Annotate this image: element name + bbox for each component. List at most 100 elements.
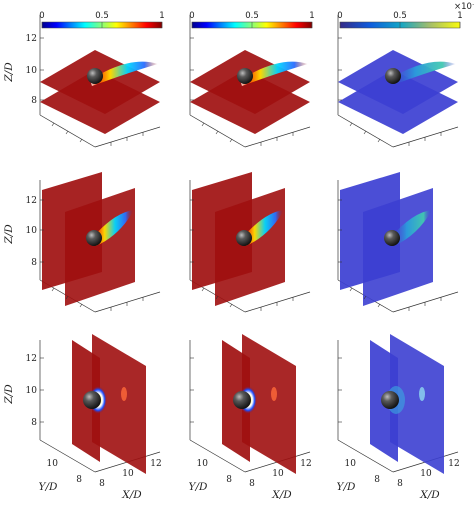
wake-contour xyxy=(242,210,284,246)
wake-contour xyxy=(390,210,432,246)
panel-r1-c3 xyxy=(337,15,459,148)
floor-tick-mark xyxy=(363,130,367,135)
wake-contour xyxy=(240,61,308,86)
colorbar-3: 0 0.5 1×10⁻⁴ xyxy=(337,2,474,29)
z-tick-label: 12 xyxy=(26,354,37,364)
y-tick-label: 10 xyxy=(47,459,59,469)
z-tick-label: 8 xyxy=(31,96,37,106)
sphere xyxy=(237,68,253,84)
vertical-plane-front xyxy=(92,334,146,474)
x-tick-label: 10 xyxy=(122,469,134,479)
y-axis-label: Y/D xyxy=(337,481,356,493)
floor-tick-mark xyxy=(201,122,205,127)
wake-contour xyxy=(90,61,158,86)
z-tick-label: 8 xyxy=(31,258,37,268)
x-axis-line xyxy=(392,126,459,148)
colorbar-tick-label: 0 xyxy=(189,11,194,21)
wake-contour xyxy=(92,210,134,246)
colorbar-tick-label: 1 xyxy=(309,11,314,21)
x-axis-line xyxy=(244,291,311,313)
y-tick-label: 8 xyxy=(76,475,82,485)
floor-tick-mark xyxy=(215,295,219,300)
section-contour-far xyxy=(121,387,127,401)
panel-r1-c2 xyxy=(189,15,311,148)
floor-tick-mark xyxy=(349,122,353,127)
floor-tick-mark xyxy=(377,138,381,143)
floor-tick-mark xyxy=(51,122,55,127)
floor-tick-mark xyxy=(229,303,233,308)
x-tick-label: 8 xyxy=(397,479,403,489)
x-tick-label: 8 xyxy=(249,479,255,489)
panel-r3-c3: 10 8 8 10 12 Y/D X/D xyxy=(337,334,460,501)
panel-r2-c3 xyxy=(337,172,459,313)
panel-r1-c1: 12 10 8 xyxy=(26,15,161,148)
floor-tick-mark xyxy=(363,295,367,300)
section-contour-far xyxy=(419,387,425,401)
floor-tick-mark xyxy=(65,130,69,135)
colorbar-1: 0 0.5 1 xyxy=(39,11,165,29)
x-axis-line xyxy=(94,291,161,313)
z-tick-label: 12 xyxy=(26,34,37,44)
floor-tick-mark xyxy=(51,287,55,292)
x-axis-line xyxy=(94,126,161,148)
colorbar-tick-label: 0 xyxy=(39,11,44,21)
z-axis-label: Z/D xyxy=(3,224,15,245)
z-axis-label: Z/D xyxy=(3,384,15,405)
z-axis-label: Z/D xyxy=(3,62,15,83)
colorbar-tick-label: 1 xyxy=(457,11,462,21)
vertical-plane-front xyxy=(390,334,444,474)
x-axis-label: X/D xyxy=(419,489,440,501)
x-axis-label: X/D xyxy=(121,489,142,501)
z-tick-label: 12 xyxy=(26,196,37,206)
y-axis-line xyxy=(39,114,96,148)
vertical-plane-front xyxy=(242,334,296,474)
floor-tick-mark xyxy=(201,287,205,292)
floor-tick-mark xyxy=(79,303,83,308)
floor-tick-mark xyxy=(229,138,233,143)
x-tick-label: 12 xyxy=(448,459,459,469)
y-axis-line xyxy=(337,114,394,148)
sphere xyxy=(87,68,103,84)
wake-contour xyxy=(388,61,456,86)
colorbar-tick-label: 1 xyxy=(159,11,164,21)
y-tick-label: 8 xyxy=(374,475,380,485)
floor-tick-mark xyxy=(65,295,69,300)
x-tick-label: 12 xyxy=(300,459,311,469)
x-tick-label: 10 xyxy=(272,469,284,479)
z-tick-label: 10 xyxy=(26,226,38,236)
colorbar-multiplier: ×10⁻⁴ xyxy=(454,2,474,12)
floor-tick-mark xyxy=(349,287,353,292)
section-contour-far xyxy=(271,387,277,401)
sphere xyxy=(381,391,399,409)
y-tick-label: 10 xyxy=(345,459,357,469)
colorbar-tick-label: 0.5 xyxy=(95,11,109,21)
sphere xyxy=(86,230,102,246)
y-axis-line xyxy=(189,439,246,473)
floor-tick-mark xyxy=(215,130,219,135)
y-tick-label: 8 xyxy=(226,475,232,485)
x-tick-label: 12 xyxy=(150,459,161,469)
panel-r2-c2 xyxy=(189,172,311,313)
colorbar-tick-label: 0.5 xyxy=(393,11,407,21)
floor-tick-mark xyxy=(79,138,83,143)
x-axis-line xyxy=(244,126,311,148)
x-axis-label: X/D xyxy=(271,489,292,501)
y-tick-label: 10 xyxy=(197,459,209,469)
colorbar-2: 0 0.5 1 xyxy=(189,11,315,29)
sphere xyxy=(83,391,101,409)
z-tick-label: 10 xyxy=(26,66,38,76)
colorbar-tick-label: 0 xyxy=(337,11,342,21)
sphere xyxy=(384,230,400,246)
x-axis-line xyxy=(392,291,459,313)
colorbar-tick-label: 0.5 xyxy=(245,11,259,21)
floor-tick-mark xyxy=(377,303,381,308)
y-axis-line xyxy=(337,439,394,473)
panel-r2-c1: 12 10 8 xyxy=(26,172,161,313)
y-axis-label: Y/D xyxy=(189,481,208,493)
sphere xyxy=(385,68,401,84)
panel-r3-c2: 10 8 8 10 12 Y/D X/D xyxy=(189,334,312,501)
x-tick-label: 10 xyxy=(420,469,432,479)
y-axis-label: Y/D xyxy=(39,481,58,493)
